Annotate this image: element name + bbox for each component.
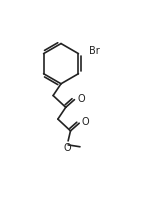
Text: Br: Br	[89, 46, 100, 56]
Text: O: O	[64, 143, 71, 154]
Text: O: O	[77, 94, 85, 103]
Text: O: O	[82, 117, 89, 127]
